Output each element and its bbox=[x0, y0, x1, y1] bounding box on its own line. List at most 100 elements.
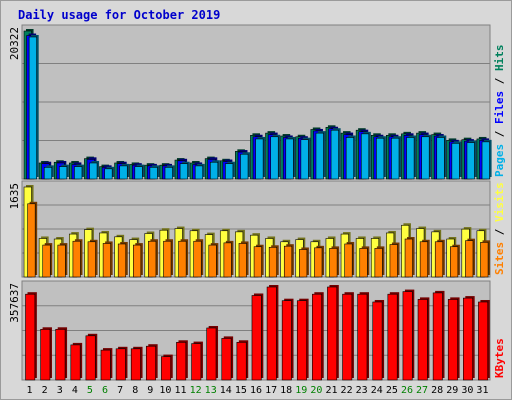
bar-kbytes-day-13 bbox=[206, 327, 217, 381]
series-legend: Pages / Files / Hits bbox=[493, 45, 506, 178]
bar-kbytes-day-24 bbox=[372, 301, 383, 381]
bar-sites-day-3 bbox=[57, 244, 66, 278]
x-tick-label: 17 bbox=[265, 385, 277, 396]
x-tick-label: 13 bbox=[205, 385, 217, 396]
bar-pages-day-2 bbox=[43, 167, 53, 180]
bar-kbytes-day-22 bbox=[342, 293, 353, 381]
bar-sites-day-23 bbox=[359, 248, 368, 278]
bar-sites-day-31 bbox=[480, 242, 489, 278]
bar-sites-day-27 bbox=[419, 241, 428, 278]
bar-pages-day-7 bbox=[119, 165, 128, 180]
x-tick-label: 7 bbox=[117, 385, 123, 396]
x-tick-label: 14 bbox=[220, 385, 232, 396]
bar-sites-day-11 bbox=[178, 240, 187, 278]
bar-kbytes-day-4 bbox=[70, 344, 81, 381]
x-tick-label: 5 bbox=[87, 385, 93, 396]
x-tick-label: 28 bbox=[431, 385, 443, 396]
bar-pages-day-28 bbox=[436, 137, 445, 180]
bar-kbytes-day-5 bbox=[85, 335, 96, 381]
bar-sites-day-10 bbox=[163, 240, 172, 278]
bar-pages-day-27 bbox=[421, 136, 430, 180]
bar-pages-day-15 bbox=[240, 153, 249, 180]
bar-kbytes-day-17 bbox=[266, 286, 277, 381]
bar-sites-day-12 bbox=[193, 240, 202, 278]
bar-pages-day-20 bbox=[315, 132, 324, 180]
bar-kbytes-day-11 bbox=[176, 341, 187, 381]
legend-entry: / bbox=[493, 222, 506, 242]
bar-sites-day-26 bbox=[404, 238, 413, 278]
bar-kbytes-day-9 bbox=[145, 345, 156, 381]
bar-sites-day-25 bbox=[389, 244, 398, 278]
bar-kbytes-day-8 bbox=[130, 348, 141, 381]
bar-kbytes-day-15 bbox=[236, 341, 247, 381]
x-tick-label: 29 bbox=[446, 385, 458, 396]
bar-sites-day-28 bbox=[434, 241, 444, 278]
bar-kbytes-day-29 bbox=[447, 299, 458, 381]
x-tick-label: 1 bbox=[27, 385, 33, 396]
bar-pages-day-6 bbox=[104, 168, 113, 180]
bar-pages-day-14 bbox=[225, 163, 234, 180]
x-tick-label: 18 bbox=[280, 385, 292, 396]
hits-files-pages-panel: 20322 Pages / Files / Hits bbox=[8, 24, 506, 180]
legend-entry: Hits bbox=[493, 45, 506, 72]
legend-entry: Visits bbox=[493, 182, 506, 222]
bar-pages-day-4 bbox=[74, 166, 83, 180]
x-tick-label: 6 bbox=[102, 385, 108, 396]
chart-title: Daily usage for October 2019 bbox=[18, 8, 220, 22]
series-legend: KBytes bbox=[493, 338, 506, 378]
bar-pages-day-19 bbox=[300, 139, 309, 180]
x-tick-label: 2 bbox=[42, 385, 48, 396]
bar-kbytes-day-31 bbox=[478, 301, 489, 381]
bar-pages-day-29 bbox=[451, 143, 460, 180]
bar-sites-day-30 bbox=[465, 240, 474, 278]
x-tick-label: 31 bbox=[476, 385, 488, 396]
bar-sites-day-13 bbox=[208, 244, 217, 278]
x-tick-label: 24 bbox=[371, 385, 383, 396]
x-tick-label: 9 bbox=[147, 385, 153, 396]
x-tick-label: 11 bbox=[174, 385, 186, 396]
legend-entry: Files bbox=[493, 91, 506, 124]
bar-kbytes-day-27 bbox=[417, 299, 428, 381]
x-tick-label: 30 bbox=[461, 385, 473, 396]
bar-pages-day-3 bbox=[59, 166, 68, 180]
bar-sites-day-8 bbox=[133, 244, 142, 278]
bar-kbytes-day-19 bbox=[296, 300, 307, 381]
bar-kbytes-day-18 bbox=[281, 300, 292, 381]
bar-pages-day-10 bbox=[164, 167, 173, 180]
bar-kbytes-day-16 bbox=[251, 295, 262, 381]
bar-pages-day-1 bbox=[28, 36, 37, 180]
bar-sites-day-15 bbox=[238, 243, 247, 278]
bar-kbytes-day-25 bbox=[387, 293, 398, 381]
legend-entry: / bbox=[493, 71, 506, 91]
x-tick-label: 3 bbox=[57, 385, 63, 396]
bar-pages-day-5 bbox=[89, 162, 98, 180]
bar-kbytes-day-1 bbox=[25, 293, 36, 381]
bar-sites-day-5 bbox=[87, 241, 96, 278]
bar-pages-day-11 bbox=[179, 163, 188, 180]
bar-kbytes-day-26 bbox=[402, 291, 413, 381]
bar-pages-day-31 bbox=[481, 141, 490, 180]
bar-sites-day-18 bbox=[283, 245, 293, 278]
bar-pages-day-30 bbox=[466, 142, 475, 180]
bar-pages-day-16 bbox=[255, 138, 264, 180]
legend-entry: Sites bbox=[493, 242, 506, 275]
bar-sites-day-1 bbox=[27, 203, 36, 278]
bar-kbytes-day-28 bbox=[432, 292, 443, 381]
legend-entry: / bbox=[493, 124, 506, 144]
x-tick-label: 21 bbox=[325, 385, 337, 396]
bar-sites-day-29 bbox=[450, 246, 459, 278]
bar-pages-day-12 bbox=[194, 165, 204, 180]
bar-sites-day-7 bbox=[117, 243, 127, 278]
bar-kbytes-day-21 bbox=[327, 286, 338, 381]
bar-sites-day-14 bbox=[223, 242, 232, 278]
visits-sites-panel: 1635 Sites / Visits bbox=[8, 180, 506, 278]
legend-entry: KBytes bbox=[493, 338, 506, 378]
bar-kbytes-day-30 bbox=[463, 297, 473, 381]
x-tick-label: 22 bbox=[341, 385, 353, 396]
x-tick-label: 10 bbox=[159, 385, 171, 396]
bar-pages-day-18 bbox=[285, 138, 294, 180]
bar-kbytes-day-3 bbox=[55, 328, 66, 381]
axis-max-label: 20322 bbox=[8, 27, 21, 60]
bar-kbytes-day-10 bbox=[161, 356, 172, 381]
